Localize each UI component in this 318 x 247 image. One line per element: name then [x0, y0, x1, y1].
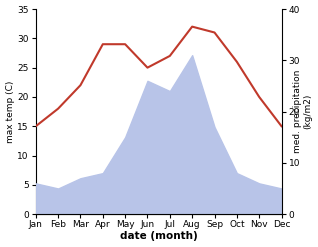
- X-axis label: date (month): date (month): [120, 231, 197, 242]
- Y-axis label: med. precipitation
(kg/m2): med. precipitation (kg/m2): [293, 70, 313, 153]
- Y-axis label: max temp (C): max temp (C): [5, 80, 15, 143]
